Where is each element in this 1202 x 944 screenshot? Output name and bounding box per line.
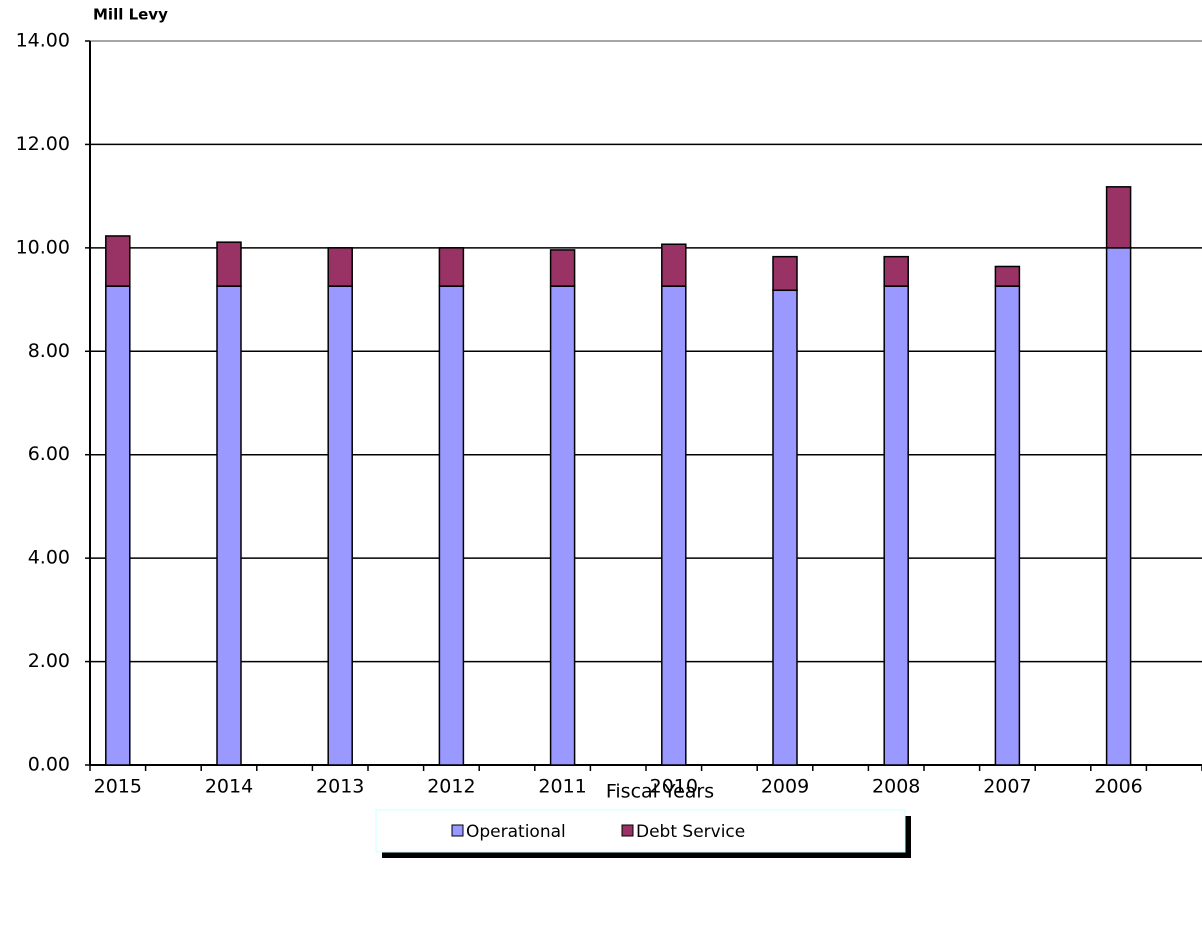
y-tick-label: 8.00	[28, 340, 70, 362]
bar-segment	[994, 285, 1021, 766]
y-tick-label: 12.00	[16, 133, 70, 155]
x-tick-label: 2012	[427, 776, 475, 798]
y-tick-label: 14.00	[16, 30, 70, 52]
x-tick-label: 2007	[983, 776, 1031, 798]
legend-swatch	[621, 824, 634, 837]
x-tick-label: 2014	[205, 776, 253, 798]
bar-segment	[883, 285, 909, 766]
x-tick-label: 2015	[94, 776, 142, 798]
bar-segment	[661, 243, 687, 287]
bar-segment	[438, 285, 465, 766]
x-tick-label: 2009	[761, 776, 809, 798]
legend-swatch	[451, 824, 464, 837]
bar-segment	[105, 285, 131, 766]
x-axis-label: Fiscal Years	[606, 781, 714, 803]
legend-label: Debt Service	[636, 822, 745, 842]
bar-segment	[549, 249, 576, 287]
bar-segment	[438, 247, 465, 287]
x-tick-label: 2010	[650, 776, 698, 798]
y-tick-label: 10.00	[16, 236, 70, 258]
bar-segment	[661, 285, 687, 766]
bar-segment	[994, 265, 1021, 287]
y-tick-label: 0.00	[28, 754, 70, 776]
bar-segment	[216, 241, 242, 287]
x-tick-label: 2013	[316, 776, 364, 798]
bar-segment	[772, 255, 798, 292]
bar-segment	[549, 285, 576, 766]
legend-box	[375, 809, 906, 853]
bar-segment	[1105, 247, 1132, 766]
x-tick-label: 2008	[872, 776, 920, 798]
x-tick-label: 2006	[1094, 776, 1142, 798]
legend-label: Operational	[466, 822, 566, 842]
bar-segment	[105, 235, 131, 287]
bar-segment	[883, 255, 909, 287]
bar-segment	[327, 247, 353, 287]
y-tick-label: 6.00	[28, 443, 70, 465]
bar-segment	[216, 285, 242, 766]
x-tick-label: 2011	[538, 776, 586, 798]
chart-title: Mill Levy	[93, 6, 168, 24]
y-tick-label: 2.00	[28, 650, 70, 672]
bar-segment	[1105, 186, 1132, 249]
y-tick-label: 4.00	[28, 547, 70, 569]
bar-segment	[327, 285, 353, 766]
bar-segment	[772, 289, 798, 766]
